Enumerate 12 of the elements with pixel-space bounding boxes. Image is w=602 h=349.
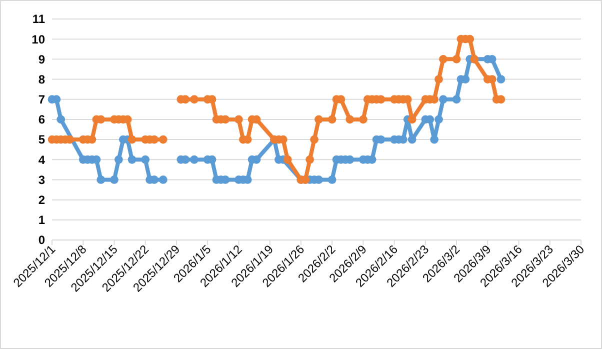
y-tick-label: 3	[38, 172, 46, 187]
y-tick-label: 7	[38, 92, 46, 107]
y-tick-label: 2	[38, 193, 46, 208]
y-tick-label: 1	[38, 213, 46, 228]
y-tick-label: 4	[38, 152, 46, 167]
y-tick-label: 11	[32, 12, 46, 26]
y-tick-label: 10	[32, 32, 46, 46]
y-tick-label: 6	[38, 112, 46, 127]
y-tick-label: 9	[38, 52, 46, 66]
y-tick-label: 5	[38, 132, 46, 147]
y-tick-label: 0	[38, 233, 46, 248]
y-tick-label: 8	[38, 72, 46, 86]
